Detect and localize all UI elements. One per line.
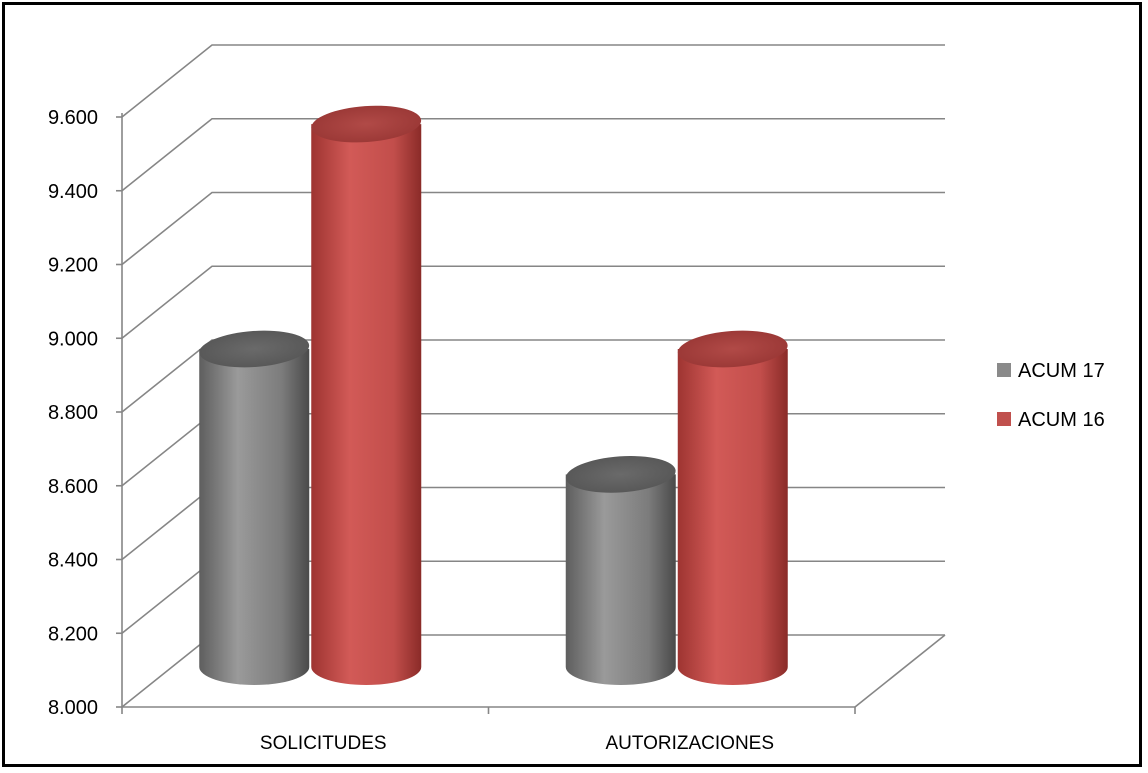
y-tick-label: 9.400 — [48, 181, 98, 203]
y-tick-label: 8.600 — [48, 476, 98, 498]
y-tick-label: 8.400 — [48, 550, 98, 572]
bars — [199, 105, 788, 685]
labels: 8.000 8.200 8.400 8.600 8.800 9.000 9.200 9.400… — [48, 107, 774, 754]
floor-edge — [854, 634, 946, 708]
x-category-label: SOLICITUDES — [260, 733, 387, 754]
legend-swatch — [997, 412, 1011, 426]
axes — [116, 113, 946, 714]
y-tick-label: 8.200 — [48, 623, 98, 645]
bar-acum-17-autorizaciones — [565, 456, 676, 685]
bar-acum-17-solicitudes — [199, 330, 310, 685]
y-tick-label: 8.000 — [48, 697, 98, 719]
legend-label: ACUM 16 — [1018, 409, 1105, 431]
y-tick-label: 9.000 — [48, 328, 98, 350]
bar-acum-16-solicitudes — [311, 105, 422, 685]
y-tick-label: 9.600 — [48, 107, 98, 129]
legend: ACUM 17 ACUM 16 — [997, 360, 1105, 431]
gridline — [121, 265, 945, 339]
y-tick-label: 9.200 — [48, 255, 98, 277]
legend-label: ACUM 17 — [1018, 360, 1105, 382]
gridline — [121, 44, 945, 118]
x-category-label: AUTORIZACIONES — [605, 733, 774, 754]
bar-acum-16-autorizaciones — [677, 330, 788, 685]
gridline — [121, 191, 945, 266]
legend-swatch — [997, 363, 1011, 377]
gridline — [121, 117, 945, 192]
y-tick-label: 8.800 — [48, 402, 98, 424]
